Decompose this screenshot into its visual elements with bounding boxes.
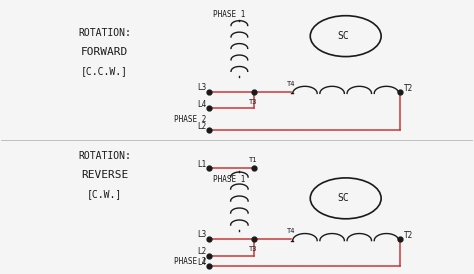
Text: T1: T1 <box>249 158 258 164</box>
Text: SC: SC <box>337 193 349 203</box>
Text: PHASE 2: PHASE 2 <box>174 256 206 266</box>
Text: PHASE 2: PHASE 2 <box>174 115 206 124</box>
Text: ROTATION:: ROTATION: <box>78 151 131 161</box>
Text: ROTATION:: ROTATION: <box>78 28 131 38</box>
Text: L2: L2 <box>197 247 206 256</box>
Text: L1: L1 <box>197 160 206 169</box>
Text: T3: T3 <box>249 246 258 252</box>
Text: PHASE 1: PHASE 1 <box>213 10 246 19</box>
Text: L3: L3 <box>197 230 206 239</box>
Text: T4: T4 <box>287 228 296 234</box>
Text: L2: L2 <box>197 122 206 131</box>
Text: T3: T3 <box>249 99 258 105</box>
Text: L4: L4 <box>197 100 206 109</box>
Text: SC: SC <box>337 31 349 41</box>
Text: [C.C.W.]: [C.C.W.] <box>81 67 128 76</box>
Text: FORWARD: FORWARD <box>81 47 128 58</box>
Text: PHASE 1: PHASE 1 <box>213 175 246 184</box>
Text: L3: L3 <box>197 83 206 92</box>
Text: T2: T2 <box>404 84 413 93</box>
Text: REVERSE: REVERSE <box>81 170 128 180</box>
Text: T4: T4 <box>287 81 296 87</box>
Text: T2: T2 <box>404 232 413 241</box>
Text: L4: L4 <box>197 258 206 267</box>
Text: [C.W.]: [C.W.] <box>87 189 122 199</box>
